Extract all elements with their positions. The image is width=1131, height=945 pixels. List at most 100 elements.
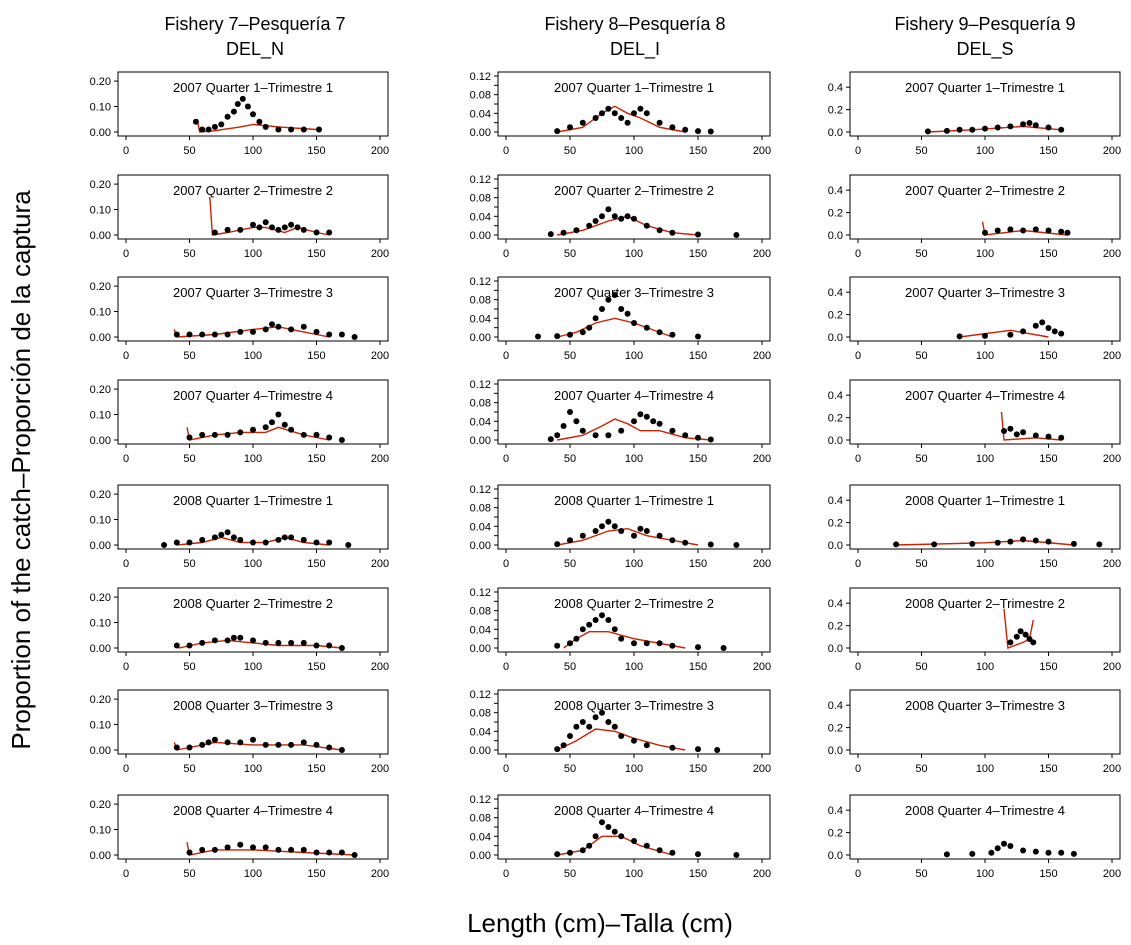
observed-point (1045, 538, 1052, 545)
x-tick-label: 150 (307, 145, 325, 157)
panel-9-3: 2007 Quarter 3–Trimestre 3 0.0 0.2 0.4 0 50 10… (828, 276, 1121, 362)
observed-point (300, 226, 307, 233)
observed-point (224, 226, 231, 233)
x-tick-label: 50 (915, 145, 927, 157)
observed-point (586, 324, 593, 331)
x-tick-label: 50 (183, 868, 195, 880)
observed-point (288, 326, 295, 333)
x-tick-label: 0 (503, 350, 509, 362)
y-tick-label: 0.0 (828, 540, 843, 552)
observed-point (218, 531, 225, 538)
y-tick-label: 0.0 (828, 643, 843, 655)
x-tick-label: 200 (753, 763, 771, 775)
observed-point (631, 418, 637, 425)
x-tick-label: 200 (371, 350, 389, 362)
column-subtitle: DEL_S (956, 39, 1013, 60)
y-tick-label: 0.00 (470, 127, 491, 139)
observed-point (326, 229, 333, 236)
observed-point (1032, 432, 1039, 439)
y-tick-label: 0.08 (470, 398, 491, 410)
y-tick-label: 0.10 (90, 825, 111, 837)
x-tick-label: 100 (976, 248, 994, 260)
x-tick-label: 50 (564, 350, 576, 362)
predicted-line (556, 728, 686, 751)
observed-point (1051, 328, 1058, 335)
x-tick-label: 100 (625, 145, 643, 157)
observed-point (669, 642, 676, 649)
observed-point (192, 118, 199, 125)
y-tick-label: 0.08 (470, 606, 491, 618)
panel-title: 2008 Quarter 2–Trimestre 2 (554, 596, 714, 611)
observed-point (224, 331, 231, 338)
observed-point (313, 849, 320, 856)
observed-point (288, 221, 295, 228)
y-tick-label: 0.12 (470, 71, 491, 83)
y-tick-label: 0.00 (470, 540, 491, 552)
observed-point (605, 105, 612, 112)
x-tick-label: 150 (1039, 145, 1057, 157)
observed-point (643, 528, 650, 534)
observed-point (281, 421, 288, 428)
observed-point (611, 292, 618, 298)
x-tick-label: 200 (1103, 868, 1121, 880)
observed-point (1022, 631, 1029, 638)
observed-point (931, 541, 938, 548)
observed-point (1032, 848, 1039, 855)
observed-point (579, 719, 586, 725)
observed-point (262, 123, 269, 130)
observed-point (547, 231, 554, 238)
panel-title: 2008 Quarter 3–Trimestre 3 (173, 698, 333, 713)
panel-title: 2007 Quarter 1–Trimestre 1 (554, 80, 714, 95)
observed-point (586, 222, 593, 229)
x-tick-label: 200 (1103, 763, 1121, 775)
x-tick-label: 0 (503, 661, 509, 673)
x-tick-label: 150 (689, 248, 707, 260)
observed-point (707, 128, 714, 135)
observed-point (1020, 429, 1027, 436)
observed-point (631, 320, 637, 326)
observed-point (313, 328, 320, 335)
observed-point (631, 737, 637, 744)
observed-point (199, 331, 206, 338)
panel-title: 2008 Quarter 2–Trimestre 2 (905, 596, 1065, 611)
y-tick-label: 0.10 (90, 102, 111, 114)
observed-point (186, 744, 193, 751)
x-tick-label: 200 (371, 248, 389, 260)
x-tick-label: 150 (307, 763, 325, 775)
observed-point (1045, 227, 1052, 234)
x-tick-label: 200 (1103, 248, 1121, 260)
observed-point (605, 824, 612, 830)
x-tick-label: 0 (503, 145, 509, 157)
observed-point (618, 215, 625, 222)
observed-point (695, 434, 701, 441)
observed-point (1032, 226, 1039, 233)
x-tick-label: 200 (1103, 145, 1121, 157)
observed-point (211, 846, 218, 853)
observed-point (631, 532, 637, 539)
panel-frame (117, 379, 389, 445)
observed-point (994, 539, 1001, 546)
observed-point (237, 429, 244, 436)
observed-point (969, 540, 976, 547)
x-tick-label: 150 (307, 661, 325, 673)
x-tick-label: 100 (244, 350, 262, 362)
panel-9-1: 2007 Quarter 1–Trimestre 1 0.0 0.2 0.4 0 50 10… (828, 71, 1121, 157)
x-tick-label: 50 (915, 661, 927, 673)
x-tick-label: 200 (753, 145, 771, 157)
panel-title: 2007 Quarter 3–Trimestre 3 (905, 285, 1065, 300)
panel-8-8: 2008 Quarter 4–Trimestre 4 0.00 0.04 0.08 0.… (470, 794, 772, 880)
observed-point (656, 532, 663, 539)
y-tick-label: 0.12 (470, 484, 491, 496)
observed-point (211, 123, 218, 130)
observed-point (631, 640, 637, 647)
observed-point (173, 331, 180, 338)
x-tick-label: 50 (183, 558, 195, 570)
predicted-line (176, 639, 342, 649)
y-tick-label: 0.04 (470, 831, 491, 843)
predicted-line (557, 418, 711, 441)
x-tick-label: 0 (855, 558, 861, 570)
observed-point (1045, 849, 1052, 856)
column-subtitle: DEL_I (610, 39, 660, 60)
observed-point (554, 642, 561, 649)
panel-frame (117, 71, 389, 137)
